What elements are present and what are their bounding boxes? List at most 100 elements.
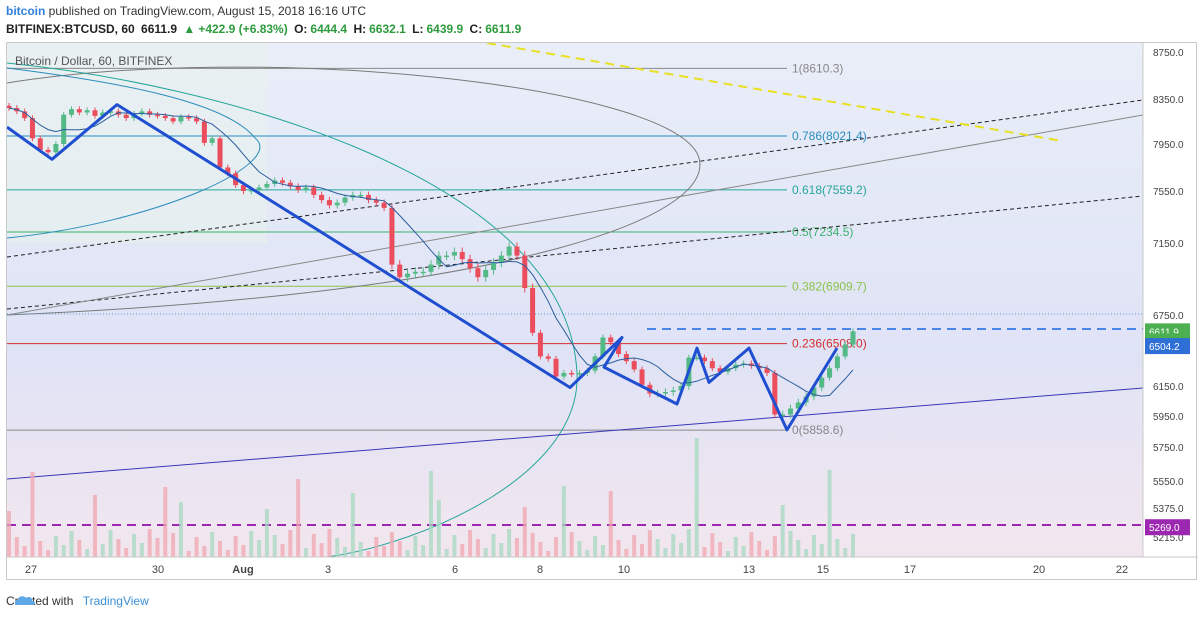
time-axis[interactable]: 27 30 Aug 3 6 8 10 13 15 17 20 22 — [25, 564, 1128, 576]
chart-area[interactable]: 1(8610.3) 0.786(8021.4) 0.618(7559.2) 0.5(7… — [6, 42, 1198, 581]
arc-blue[interactable] — [7, 67, 261, 239]
fib-retracement[interactable]: 1(8610.3) 0.786(8021.4) 0.618(7559.2) 0.5(7… — [7, 61, 867, 437]
volume-bar — [444, 549, 449, 557]
volume-bar — [38, 541, 43, 557]
candle — [381, 202, 387, 208]
volume-bar — [640, 544, 644, 557]
volume-bar — [61, 545, 66, 557]
volume-bar — [155, 538, 160, 557]
candle — [561, 372, 567, 377]
volume-bar — [100, 544, 105, 557]
trend-dashed-upper[interactable] — [7, 99, 1144, 258]
candle — [787, 408, 793, 415]
volume-bar — [30, 472, 35, 557]
time-tick-label: 8 — [537, 564, 543, 576]
candle — [319, 194, 325, 201]
wave-pattern[interactable] — [7, 103, 839, 432]
volume-bar — [46, 550, 51, 557]
price-tick-label: 5375.0 — [1153, 504, 1184, 515]
candle — [84, 110, 90, 113]
volume-bar — [851, 534, 855, 557]
publish-info: bitcoin published on TradingView.com, Au… — [6, 4, 366, 18]
candle — [475, 268, 481, 278]
candle — [303, 187, 309, 190]
footer: Created with TradingView — [6, 594, 149, 608]
volume-bar — [421, 545, 426, 557]
volume-bar — [14, 537, 19, 557]
price-chart[interactable]: 1(8610.3) 0.786(8021.4) 0.618(7559.2) 0.5(7… — [7, 43, 1198, 581]
arc-teal[interactable] — [7, 62, 578, 558]
author-link[interactable]: bitcoin — [6, 4, 46, 18]
candle — [694, 357, 700, 360]
volume-bar — [632, 535, 637, 557]
candle — [553, 358, 559, 377]
volume-bar — [22, 546, 27, 557]
candle — [217, 138, 223, 168]
price-axis[interactable]: 8750.0 8350.0 7950.0 7550.0 7150.0 6750.0 6150… — [1153, 48, 1184, 544]
volume-bar — [780, 505, 785, 557]
candle — [631, 361, 637, 370]
candle — [764, 368, 770, 373]
volume-bar — [624, 549, 629, 557]
candle — [795, 402, 801, 409]
candle — [342, 197, 348, 203]
volume-bar — [522, 507, 527, 557]
candle — [123, 114, 129, 119]
volume-bar — [405, 550, 410, 557]
trend-purple[interactable] — [7, 387, 1144, 480]
price-tick-label: 5550.0 — [1153, 477, 1184, 488]
trend-dashed-lower[interactable] — [7, 195, 1144, 310]
candle — [811, 387, 817, 397]
fib-level-label: 0(5858.6) — [792, 423, 843, 437]
trend-yellow[interactable] — [486, 43, 1063, 142]
volume-bar — [257, 540, 262, 557]
candle — [29, 118, 35, 139]
volume-bar — [546, 551, 551, 557]
candle — [506, 246, 512, 256]
candle — [178, 117, 184, 122]
time-tick-label: 27 — [25, 564, 37, 576]
volume-bar — [686, 529, 691, 557]
price-label-box — [1145, 338, 1190, 355]
trend-gray[interactable] — [7, 114, 1144, 316]
volume-bar — [139, 543, 144, 557]
volume-bar — [233, 536, 238, 557]
volume-bar — [108, 530, 113, 557]
volume-bar — [53, 536, 58, 557]
ellipse-outline[interactable] — [7, 66, 701, 316]
time-tick-label: 22 — [1116, 564, 1128, 576]
candle — [780, 414, 786, 416]
volume-bar — [530, 533, 535, 557]
ellipse-fill — [7, 43, 267, 243]
candle — [45, 149, 51, 153]
volume-bar — [272, 535, 277, 557]
volume-bar — [694, 438, 699, 557]
fib-level-label: 0.236(6508.0) — [792, 337, 867, 351]
candle — [545, 356, 551, 359]
candle — [436, 255, 442, 265]
chart-title: Bitcoin / Dollar, 60, BITFINEX — [15, 54, 172, 68]
candle — [819, 377, 825, 388]
volume-bar — [772, 536, 777, 557]
time-tick-label: Aug — [232, 564, 253, 576]
volume-bar — [225, 550, 230, 557]
candle — [256, 187, 262, 190]
volume-bar — [358, 542, 363, 557]
candle — [702, 357, 708, 362]
candle — [194, 118, 200, 122]
symbol-label: BITFINEX:BTCUSD, 60 — [6, 22, 135, 36]
volume-bar — [343, 547, 348, 557]
volume-bar — [749, 532, 754, 557]
price-change: +422.9 (+6.83%) — [198, 22, 288, 36]
candle — [358, 194, 364, 197]
price-tick-label: 8750.0 — [1153, 48, 1184, 59]
volume-bar — [507, 529, 512, 557]
low-label: L: — [412, 22, 424, 36]
tradingview-link[interactable]: TradingView — [82, 594, 149, 608]
volume-bar — [382, 546, 387, 557]
candle — [287, 182, 293, 187]
candle — [709, 361, 715, 369]
candle — [717, 368, 723, 372]
candle — [662, 392, 668, 394]
